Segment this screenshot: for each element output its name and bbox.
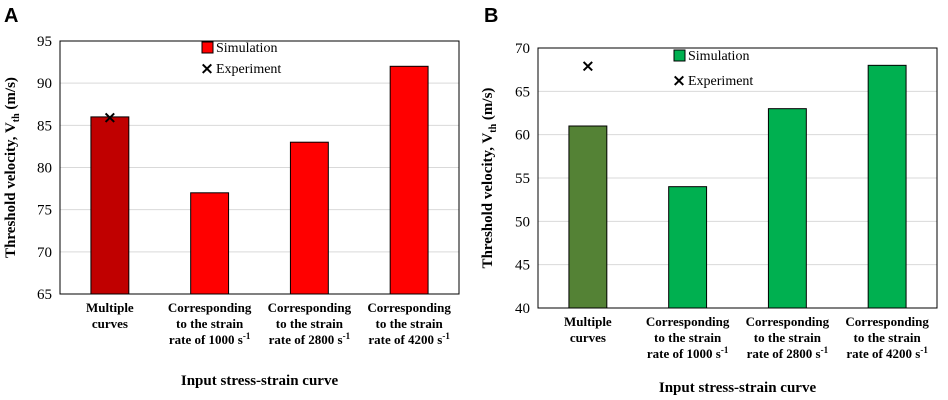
y-title-subscript: th (488, 123, 499, 132)
x-category-label: to the strain (176, 316, 244, 331)
y-tick-label: 70 (515, 41, 530, 57)
x-category-label: Multiple (564, 314, 612, 329)
x-category-label: Corresponding (367, 300, 451, 315)
bar-simulation (568, 125, 608, 309)
bar-simulation (289, 141, 329, 295)
y-tick-label: 95 (37, 34, 52, 50)
x-category-label: to the strain (654, 330, 722, 345)
x-category-label: to the strain (376, 316, 444, 331)
legend-marker-experiment: × (200, 59, 214, 79)
y-tick-label: 80 (37, 161, 52, 177)
bar-simulation (190, 192, 230, 295)
y-title-subscript: th (11, 113, 22, 122)
bar-simulation (90, 116, 130, 295)
plot-area (537, 47, 938, 309)
y-title-main: Threshold velocity, V (480, 133, 496, 269)
x-category-label: rate of 1000 s-1 (647, 345, 729, 361)
plot-area (59, 40, 460, 295)
y-tick-label: 90 (37, 76, 52, 92)
y-tick-label: 45 (515, 258, 530, 274)
bar-simulation (767, 108, 807, 309)
panel-label: A (4, 5, 18, 27)
x-category-label: Multiple (86, 300, 134, 315)
x-category-label: Corresponding (646, 314, 730, 329)
legend-marker-experiment: × (672, 71, 686, 91)
y-tick-label: 70 (37, 245, 52, 261)
x-category-label: Corresponding (168, 300, 252, 315)
legend-label-simulation: Simulation (216, 41, 277, 56)
category-label-text: rate of 4200 s (846, 346, 920, 361)
x-category-label: to the strain (276, 316, 344, 331)
superscript: -1 (821, 345, 829, 355)
x-category-label: Corresponding (746, 314, 830, 329)
superscript: -1 (343, 331, 351, 341)
x-category-label: rate of 1000 s-1 (169, 331, 251, 347)
panel-label: B (484, 5, 498, 27)
experiment-point: × (581, 56, 595, 76)
y-tick-label: 60 (515, 128, 530, 144)
bar-simulation (389, 65, 429, 295)
category-label-text: rate of 2800 s (747, 346, 821, 361)
x-category-label: rate of 2800 s-1 (269, 331, 351, 347)
x-category-label: rate of 4200 s-1 (368, 331, 450, 347)
y-tick-label: 75 (37, 203, 52, 219)
superscript: -1 (442, 331, 450, 341)
superscript: -1 (721, 345, 729, 355)
bar-simulation (867, 64, 907, 309)
legend: Simulation× Experiment (672, 49, 754, 91)
legend-label-experiment: Experiment (688, 74, 753, 89)
x-category-label: Corresponding (845, 314, 929, 329)
y-title-main: Threshold velocity, V (3, 122, 19, 258)
legend-swatch-simulation (673, 49, 686, 62)
y-tick-label: 40 (515, 301, 530, 317)
y-title-unit: (m/s) (480, 88, 496, 124)
y-axis-title: Threshold velocity, Vth (m/s) (3, 77, 22, 258)
legend-swatch-simulation (201, 41, 214, 54)
y-axis-title: Threshold velocity, Vth (m/s) (480, 88, 499, 269)
y-tick-label: 55 (515, 171, 530, 187)
superscript: -1 (920, 345, 928, 355)
bar-simulation (668, 186, 708, 309)
superscript: -1 (243, 331, 251, 341)
x-category-label: rate of 2800 s-1 (747, 345, 829, 361)
y-tick-label: 85 (37, 118, 52, 134)
x-category-label: to the strain (854, 330, 922, 345)
legend-label-experiment: Experiment (216, 62, 281, 77)
category-label-text: rate of 1000 s (647, 346, 721, 361)
x-category-label: rate of 4200 s-1 (846, 345, 928, 361)
x-axis-title: Input stress-strain curve (659, 380, 817, 396)
x-category-label: to the strain (754, 330, 822, 345)
x-category-label: curves (570, 330, 606, 345)
category-label-text: rate of 2800 s (269, 332, 343, 347)
x-category-label: Corresponding (268, 300, 352, 315)
y-tick-label: 65 (515, 84, 530, 100)
experiment-point: × (103, 108, 117, 128)
legend: Simulation× Experiment (200, 41, 282, 79)
y-tick-label: 65 (37, 287, 52, 303)
legend-label-simulation: Simulation (688, 49, 749, 64)
x-axis-title: Input stress-strain curve (181, 373, 339, 389)
y-title-unit: (m/s) (3, 77, 19, 113)
category-label-text: rate of 1000 s (169, 332, 243, 347)
x-category-label: curves (92, 316, 128, 331)
y-tick-label: 50 (515, 214, 530, 230)
category-label-text: rate of 4200 s (368, 332, 442, 347)
